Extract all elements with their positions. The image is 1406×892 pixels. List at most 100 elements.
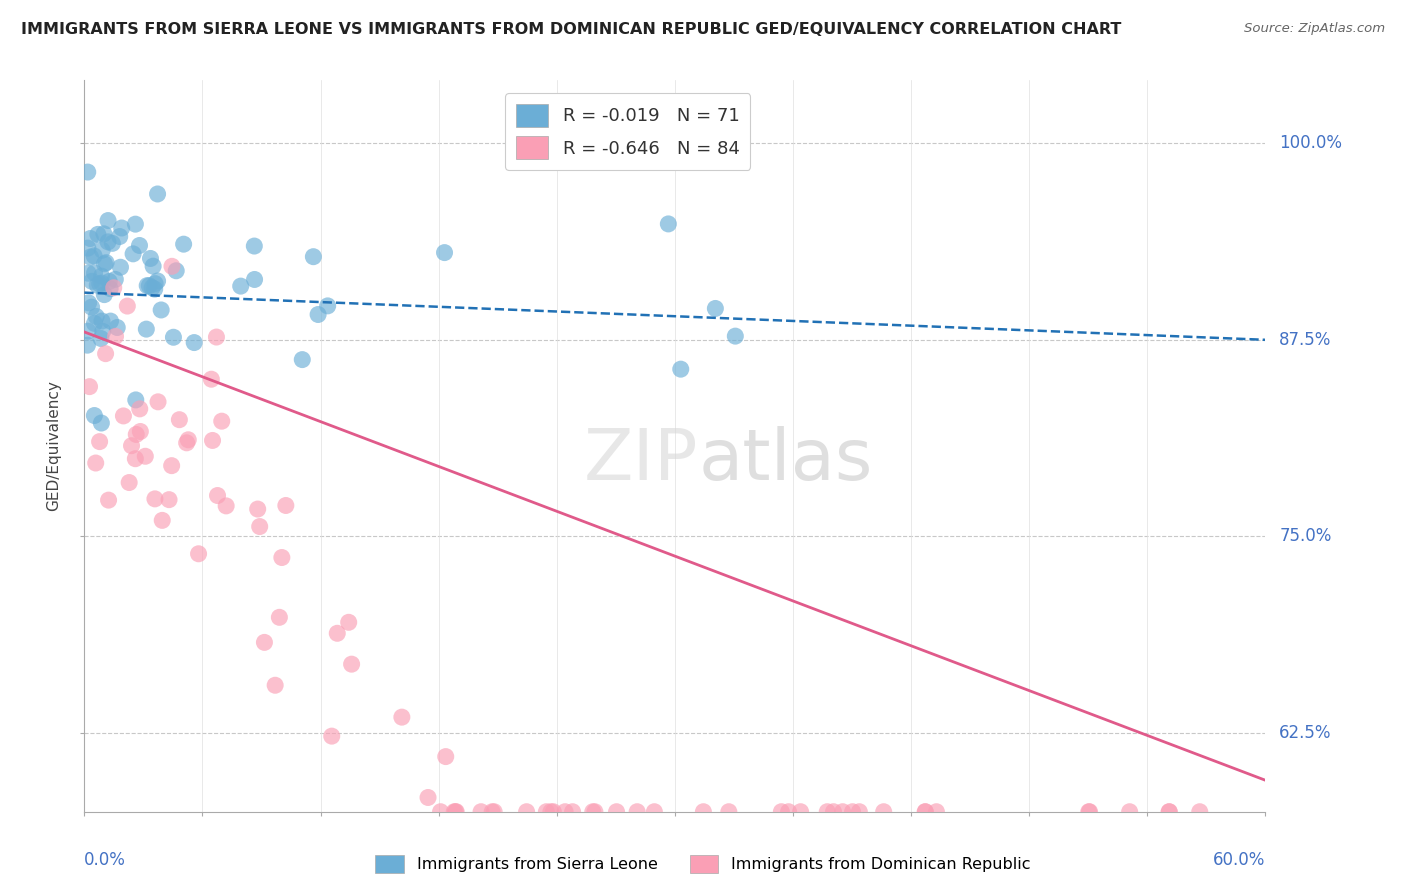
Point — [873, 805, 896, 819]
Point — [582, 805, 605, 819]
Point — [125, 392, 148, 407]
Point — [1188, 805, 1211, 819]
Point — [246, 502, 269, 516]
Point — [83, 266, 105, 280]
Point — [249, 519, 271, 533]
Point — [105, 320, 128, 334]
Point — [160, 458, 183, 473]
Point — [129, 425, 152, 439]
Point — [914, 805, 936, 819]
Point — [83, 249, 105, 263]
Point — [160, 260, 183, 274]
Point — [94, 346, 117, 360]
Point — [93, 287, 115, 301]
Point — [91, 244, 114, 258]
Text: IMMIGRANTS FROM SIERRA LEONE VS IMMIGRANTS FROM DOMINICAN REPUBLIC GED/EQUIVALEN: IMMIGRANTS FROM SIERRA LEONE VS IMMIGRAN… — [21, 22, 1122, 37]
Point — [274, 499, 297, 513]
Point — [841, 805, 863, 819]
Point — [657, 217, 679, 231]
Point — [340, 657, 363, 672]
Point — [79, 250, 101, 264]
Point — [146, 394, 169, 409]
Point — [302, 250, 325, 264]
Point — [316, 299, 339, 313]
Point — [429, 805, 451, 819]
Point — [117, 299, 139, 313]
Text: 62.5%: 62.5% — [1279, 724, 1331, 742]
Point — [434, 749, 457, 764]
Point — [143, 277, 166, 291]
Point — [93, 227, 115, 241]
Point — [84, 310, 107, 324]
Point — [724, 329, 747, 343]
Point — [98, 275, 121, 289]
Point — [443, 805, 465, 819]
Point — [176, 435, 198, 450]
Point — [136, 278, 159, 293]
Point — [207, 489, 229, 503]
Point — [90, 416, 112, 430]
Point — [94, 255, 117, 269]
Point — [1159, 805, 1181, 819]
Point — [482, 805, 505, 819]
Point — [165, 264, 187, 278]
Point — [97, 213, 120, 227]
Point — [87, 227, 110, 242]
Point — [169, 412, 191, 426]
Point — [669, 362, 692, 376]
Point — [143, 491, 166, 506]
Point — [100, 314, 122, 328]
Point — [270, 550, 292, 565]
Point — [157, 492, 180, 507]
Point — [481, 805, 503, 819]
Point — [91, 324, 114, 338]
Point — [112, 409, 135, 423]
Point — [103, 281, 125, 295]
Point — [139, 252, 162, 266]
Point — [118, 475, 141, 490]
Point — [143, 282, 166, 296]
Point — [321, 729, 343, 743]
Point — [76, 241, 98, 255]
Point — [108, 229, 131, 244]
Point — [142, 259, 165, 273]
Point — [128, 401, 150, 416]
Point — [433, 245, 456, 260]
Point — [86, 278, 108, 293]
Point — [128, 238, 150, 252]
Point — [90, 331, 112, 345]
Point — [543, 805, 565, 819]
Point — [91, 314, 114, 328]
Point — [536, 805, 558, 819]
Point — [104, 329, 127, 343]
Text: 87.5%: 87.5% — [1279, 331, 1331, 349]
Point — [243, 272, 266, 286]
Point — [626, 805, 648, 819]
Point — [138, 278, 160, 293]
Point — [104, 272, 127, 286]
Point — [848, 805, 870, 819]
Point — [770, 805, 793, 819]
Point — [823, 805, 845, 819]
Point — [778, 805, 800, 819]
Point — [1078, 805, 1101, 819]
Point — [337, 615, 360, 630]
Point — [183, 335, 205, 350]
Point — [98, 282, 121, 296]
Point — [540, 805, 562, 819]
Point — [97, 493, 120, 508]
Point — [200, 372, 222, 386]
Point — [76, 338, 98, 352]
Point — [121, 439, 143, 453]
Point — [93, 257, 115, 271]
Point — [391, 710, 413, 724]
Point — [122, 247, 145, 261]
Point — [79, 379, 101, 393]
Point — [229, 279, 252, 293]
Point — [416, 790, 439, 805]
Legend: Immigrants from Sierra Leone, Immigrants from Dominican Republic: Immigrants from Sierra Leone, Immigrants… — [368, 848, 1038, 880]
Point — [89, 434, 111, 449]
Point — [583, 805, 606, 819]
Point — [554, 805, 576, 819]
Point — [1157, 805, 1180, 819]
